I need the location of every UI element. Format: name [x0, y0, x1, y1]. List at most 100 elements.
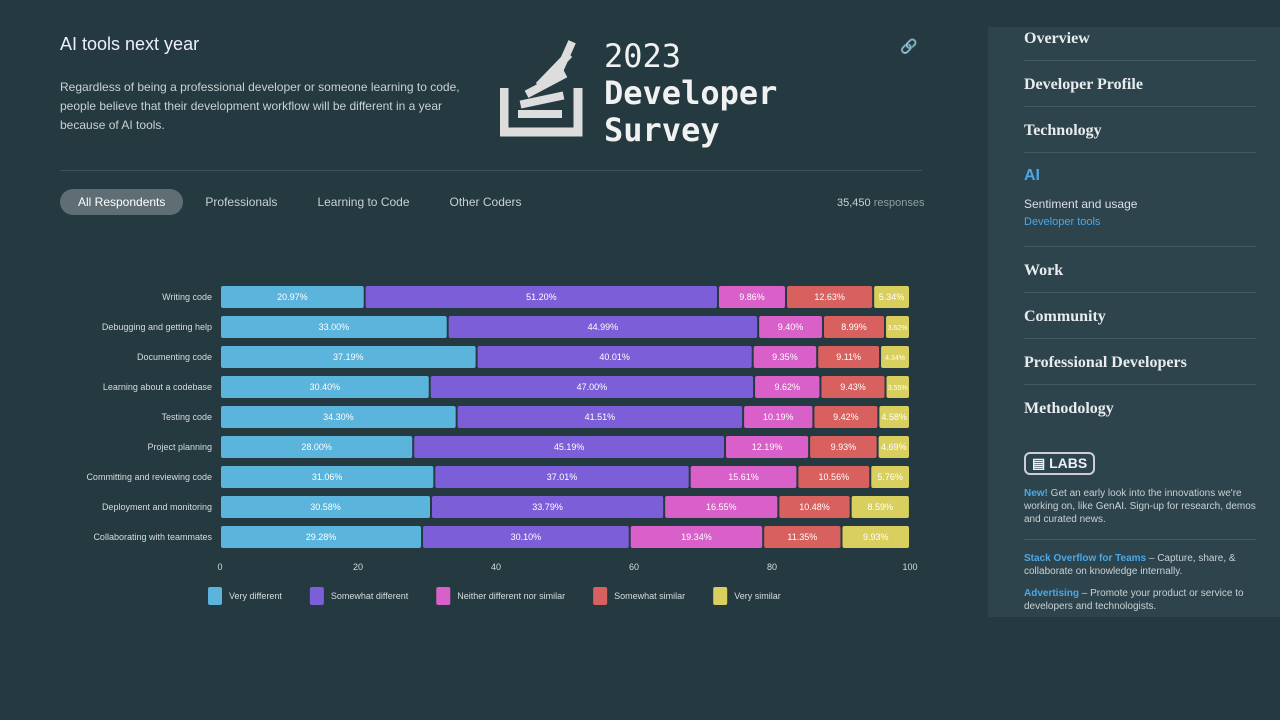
bar-segment[interactable] — [221, 526, 422, 548]
data-label: 15.61% — [728, 472, 759, 482]
bar-segment[interactable] — [365, 286, 717, 308]
tab-other-coders[interactable]: Other Coders — [449, 195, 522, 209]
teams-blurb: Stack Overflow for Teams – Capture, shar… — [1024, 539, 1256, 578]
data-label: 11.35% — [787, 532, 817, 542]
bar-segment[interactable] — [779, 496, 850, 518]
bar-segment[interactable] — [814, 406, 878, 428]
bar-segment[interactable] — [764, 526, 841, 548]
bar-segment[interactable] — [448, 316, 758, 338]
bar-segment[interactable] — [726, 436, 809, 458]
bar-segment[interactable] — [787, 286, 873, 308]
bar-segment[interactable] — [457, 406, 743, 428]
bar-segment[interactable] — [842, 526, 909, 548]
tab-learning-to-code[interactable]: Learning to Code — [317, 195, 410, 209]
data-label: 12.19% — [752, 442, 783, 452]
bar-segment[interactable] — [755, 376, 820, 398]
new-link[interactable]: New! — [1024, 488, 1048, 499]
legend-label[interactable]: Very different — [229, 591, 282, 601]
bar-segment[interactable] — [221, 496, 431, 518]
category-label: Writing code — [162, 292, 212, 302]
labs-badge[interactable]: ▤ LABS — [1024, 452, 1096, 475]
data-label: 10.56% — [819, 472, 850, 482]
data-label: 37.01% — [547, 472, 578, 482]
bar-segment[interactable] — [221, 376, 429, 398]
ai-sentiment-link[interactable]: Sentiment and usage — [1024, 197, 1138, 211]
bar-segment[interactable] — [718, 286, 786, 308]
bar-segment[interactable] — [414, 436, 725, 458]
bar-segment[interactable] — [665, 496, 778, 518]
bar-segment[interactable] — [823, 316, 885, 338]
bar-segment[interactable] — [690, 466, 797, 488]
data-label: 28.00% — [301, 442, 332, 452]
bar-segment[interactable] — [881, 346, 909, 368]
x-tick-label: 100 — [902, 562, 917, 572]
legend-swatch — [208, 587, 222, 605]
sidebar-item-work[interactable]: Work — [1024, 262, 1256, 293]
data-label: 10.19% — [763, 412, 794, 422]
bar-segment[interactable] — [886, 376, 909, 398]
sidebar-item-developer-profile[interactable]: Developer Profile — [1024, 76, 1256, 107]
bar-segment[interactable] — [879, 406, 909, 428]
category-label: Documenting code — [137, 352, 212, 362]
bar-segment[interactable] — [221, 346, 476, 368]
data-label: 30.10% — [511, 532, 542, 542]
data-label: 20.97% — [277, 292, 308, 302]
bar-segment[interactable] — [221, 436, 413, 458]
tab-professionals[interactable]: Professionals — [205, 195, 278, 209]
sidebar-item-overview[interactable]: Overview — [1024, 30, 1256, 61]
category-label: Testing code — [161, 412, 212, 422]
bar-segment[interactable] — [430, 376, 754, 398]
link-icon[interactable]: 🔗 — [900, 38, 918, 54]
respondent-tabs: All Respondents Professionals Learning t… — [60, 189, 544, 215]
bar-segment[interactable] — [221, 466, 434, 488]
bar-segment[interactable] — [753, 346, 817, 368]
blurb-text: – Capture, share, & collaborate on knowl… — [1024, 553, 1236, 577]
bar-segment[interactable] — [821, 376, 885, 398]
data-label: 9.43% — [840, 382, 866, 392]
bar-segment[interactable] — [435, 466, 689, 488]
ai-label[interactable]: AI — [1024, 167, 1040, 184]
x-tick-label: 0 — [217, 562, 222, 572]
bar-segment[interactable] — [851, 496, 909, 518]
bar-segment[interactable] — [432, 496, 664, 518]
bar-segment[interactable] — [221, 406, 456, 428]
sidebar-item-community[interactable]: Community — [1024, 308, 1256, 339]
bar-segment[interactable] — [744, 406, 813, 428]
bar-segment[interactable] — [874, 286, 909, 308]
data-label: 5.34% — [879, 292, 905, 302]
sidebar-item-technology[interactable]: Technology — [1024, 122, 1256, 153]
sidebar-item-professional-developers[interactable]: Professional Developers — [1024, 354, 1256, 385]
response-number: 35,450 — [837, 197, 871, 209]
bar-segment[interactable] — [886, 316, 909, 338]
legend-swatch — [436, 587, 451, 605]
data-label: 37.19% — [333, 352, 364, 362]
bar-segment[interactable] — [423, 526, 629, 548]
legend-label[interactable]: Somewhat similar — [614, 591, 685, 601]
bar-segment[interactable] — [477, 346, 752, 368]
data-label: 9.86% — [739, 292, 765, 302]
legend-label[interactable]: Somewhat different — [331, 591, 409, 601]
bar-segment[interactable] — [810, 436, 877, 458]
bar-segment[interactable] — [878, 436, 909, 458]
bar-segment[interactable] — [630, 526, 763, 548]
logo-year: 2023 — [604, 37, 682, 75]
bar-segment[interactable] — [759, 316, 822, 338]
bar-segment[interactable] — [221, 286, 364, 308]
labs-blurb: New! Get an early look into the innovati… — [1024, 487, 1256, 526]
bar-segment[interactable] — [871, 466, 909, 488]
ai-developer-tools-link[interactable]: Developer tools — [1024, 216, 1101, 228]
data-label: 30.40% — [310, 382, 341, 392]
legend-label[interactable]: Very similar — [734, 591, 781, 601]
advertising-link[interactable]: Advertising — [1024, 588, 1080, 599]
bar-segment[interactable] — [221, 316, 447, 338]
data-label: 9.93% — [863, 532, 889, 542]
data-label: 34.30% — [323, 412, 354, 422]
teams-link[interactable]: Stack Overflow for Teams — [1024, 553, 1147, 564]
legend-label[interactable]: Neither different nor similar — [457, 591, 565, 601]
sidebar-item-methodology[interactable]: Methodology — [1024, 400, 1114, 417]
tab-all-respondents[interactable]: All Respondents — [60, 189, 184, 215]
data-label: 9.40% — [778, 322, 804, 332]
bar-segment[interactable] — [818, 346, 880, 368]
category-label: Project planning — [147, 442, 212, 452]
bar-segment[interactable] — [798, 466, 870, 488]
